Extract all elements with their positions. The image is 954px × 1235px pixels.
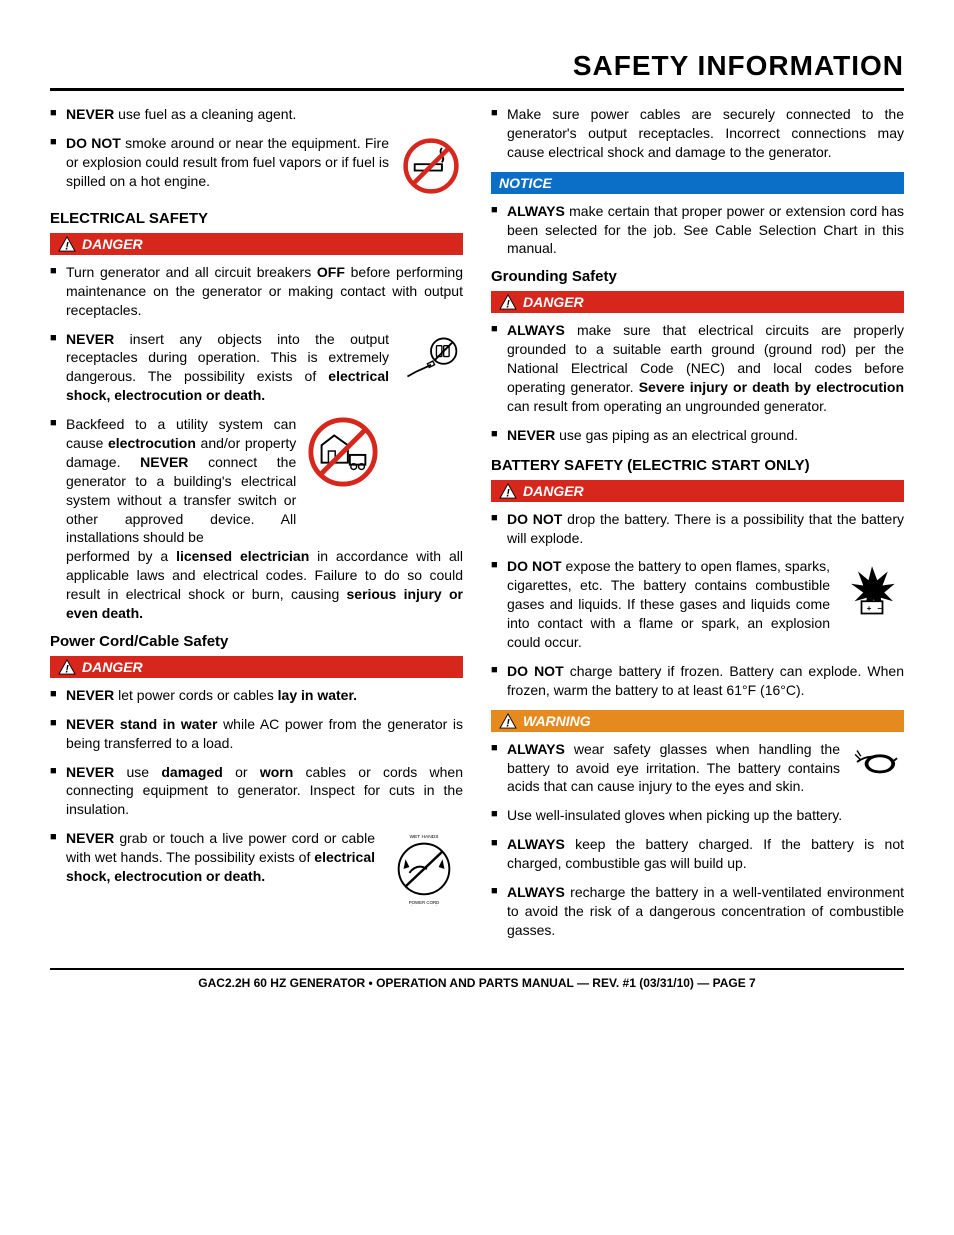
content-columns: NEVER use fuel as a cleaning agent. DO N… <box>50 105 904 950</box>
battery-header: BATTERY SAFETY (ELECTRIC START ONLY) <box>491 457 904 474</box>
bullet-cord-select: ALWAYS make certain that proper power or… <box>491 202 904 259</box>
page-footer: GAC2.2H 60 HZ GENERATOR • OPERATION AND … <box>50 968 904 990</box>
bullet-drop-batt: DO NOT drop the battery. There is a poss… <box>491 510 904 548</box>
bullet-flames: DO NOT expose the battery to open flames… <box>491 557 904 651</box>
safety-glasses-icon <box>850 740 904 782</box>
danger-banner: ! DANGER <box>50 233 463 255</box>
alert-triangle-icon: ! <box>58 236 76 252</box>
left-column: NEVER use fuel as a cleaning agent. DO N… <box>50 105 463 950</box>
bullet-text: DO NOT expose the battery to open flames… <box>507 557 830 651</box>
bullet-text: ALWAYS wear safety glasses when handling… <box>507 740 840 797</box>
banner-label: WARNING <box>523 713 591 729</box>
bullet-ground: ALWAYS make sure that electrical circuit… <box>491 321 904 415</box>
svg-text:(POWER ON): (POWER ON) <box>410 905 438 906</box>
banner-label: DANGER <box>523 483 584 499</box>
danger-banner: ! DANGER <box>491 480 904 502</box>
bullet-stand-water: NEVER stand in water while AC power from… <box>50 715 463 753</box>
svg-text:!: ! <box>506 717 510 729</box>
svg-text:!: ! <box>65 240 69 252</box>
bullet-connect: Make sure power cables are securely conn… <box>491 105 904 162</box>
no-insert-icon <box>399 330 463 394</box>
bullet-text: NEVER grab or touch a live power cord or… <box>66 829 375 886</box>
svg-text:+: + <box>867 604 872 613</box>
svg-text:WET HANDS: WET HANDS <box>409 834 439 840</box>
danger-banner: ! DANGER <box>491 291 904 313</box>
wet-hands-icon: WET HANDS POWER CORD (POWER ON) <box>385 829 463 907</box>
warning-banner: ! WARNING <box>491 710 904 732</box>
svg-text:!: ! <box>506 487 510 499</box>
bullet-breakers-off: Turn generator and all circuit breakers … <box>50 263 463 320</box>
banner-label: DANGER <box>82 236 143 252</box>
notice-banner: NOTICE <box>491 172 904 194</box>
right-column: Make sure power cables are securely conn… <box>491 105 904 950</box>
svg-text:!: ! <box>65 663 69 675</box>
bullet-lay-water: NEVER let power cords or cables lay in w… <box>50 686 463 705</box>
bullet-vent: ALWAYS recharge the battery in a well-ve… <box>491 883 904 940</box>
banner-label: NOTICE <box>499 175 552 191</box>
bullet-gloves: Use well-insulated gloves when picking u… <box>491 806 904 825</box>
bullet-fuel-cleaning: NEVER use fuel as a cleaning agent. <box>50 105 463 124</box>
svg-text:−: − <box>877 604 882 613</box>
bullet-charged: ALWAYS keep the battery charged. If the … <box>491 835 904 873</box>
cord-safety-header: Power Cord/Cable Safety <box>50 633 463 650</box>
danger-banner: ! DANGER <box>50 656 463 678</box>
grounding-header: Grounding Safety <box>491 268 904 285</box>
bullet-wet-hands: NEVER grab or touch a live power cord or… <box>50 829 463 907</box>
bullet-text-cont: performed by a licensed electrician in a… <box>66 547 463 623</box>
alert-triangle-icon: ! <box>499 294 517 310</box>
banner-label: DANGER <box>523 294 584 310</box>
bullet-text: NEVER insert any objects into the output… <box>66 330 389 406</box>
bullet-no-insert: NEVER insert any objects into the output… <box>50 330 463 406</box>
bullet-gas-pipe: NEVER use gas piping as an electrical gr… <box>491 426 904 445</box>
svg-text:!: ! <box>506 299 510 311</box>
electrical-safety-header: ELECTRICAL SAFETY <box>50 210 463 227</box>
bullet-backfeed: Backfeed to a utility system can cause e… <box>50 415 463 623</box>
banner-label: DANGER <box>82 659 143 675</box>
no-smoking-icon <box>399 134 463 198</box>
bullet-no-smoke: DO NOT smoke around or near the equipmen… <box>50 134 463 198</box>
bullet-frozen: DO NOT charge battery if frozen. Battery… <box>491 662 904 700</box>
alert-triangle-icon: ! <box>499 483 517 499</box>
alert-triangle-icon: ! <box>499 713 517 729</box>
page-title: SAFETY INFORMATION <box>50 50 904 91</box>
no-building-connect-icon <box>306 415 380 489</box>
bullet-damaged: NEVER use damaged or worn cables or cord… <box>50 763 463 820</box>
alert-triangle-icon: ! <box>58 659 76 675</box>
bullet-text: Backfeed to a utility system can cause e… <box>66 415 296 547</box>
bullet-glasses: ALWAYS wear safety glasses when handling… <box>491 740 904 797</box>
bullet-text: DO NOT smoke around or near the equipmen… <box>66 134 389 191</box>
battery-explode-icon: + − <box>840 557 904 621</box>
